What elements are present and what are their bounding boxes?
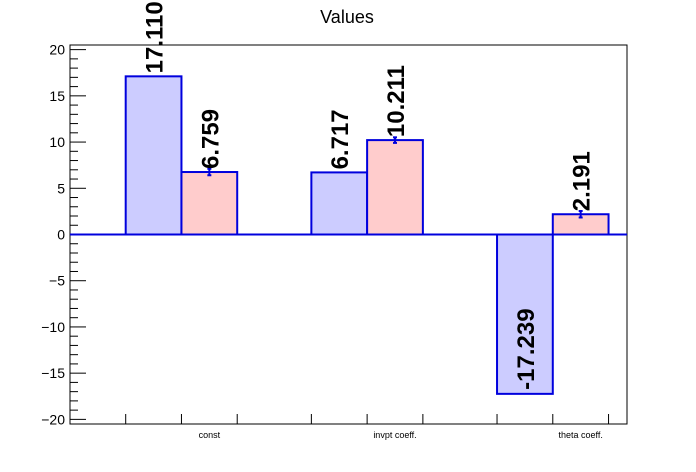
data-labels: 17.110 6.717 -17.239 6.759 10.211 2.191 <box>142 1 596 390</box>
bar-series-2 <box>180 171 239 236</box>
x-category-label: const <box>199 430 221 440</box>
data-label: 10.211 <box>383 65 410 137</box>
bar-series-1 <box>310 171 369 236</box>
bars <box>124 75 610 395</box>
data-label: 6.759 <box>197 109 224 169</box>
data-label: -17.239 <box>513 308 540 389</box>
y-tick-label: 20 <box>49 42 65 58</box>
data-label: 6.717 <box>327 109 354 169</box>
data-label: 17.110 <box>142 1 169 73</box>
y-tick-label: −20 <box>41 411 65 427</box>
y-tick-label: 15 <box>49 88 65 104</box>
y-tick-label: −10 <box>41 319 65 335</box>
x-category-label: invpt coeff. <box>373 430 416 440</box>
y-tick-label: 5 <box>57 180 65 196</box>
bar-series-2 <box>366 139 424 236</box>
y-tick-label: −5 <box>49 273 65 289</box>
bar-series-1 <box>124 75 183 236</box>
data-label: 2.191 <box>569 151 596 211</box>
x-category-label: theta coeff. <box>558 430 602 440</box>
y-tick-label: 0 <box>57 227 65 243</box>
bar-series-1 <box>496 233 554 395</box>
y-axis: −20 −15 −10 −5 0 5 10 15 20 <box>41 42 86 427</box>
x-axis: const invpt coeff. theta coeff. <box>125 414 610 440</box>
chart-title: Values <box>320 7 374 27</box>
y-tick-label: 10 <box>49 134 65 150</box>
y-tick-label: −15 <box>41 365 65 381</box>
